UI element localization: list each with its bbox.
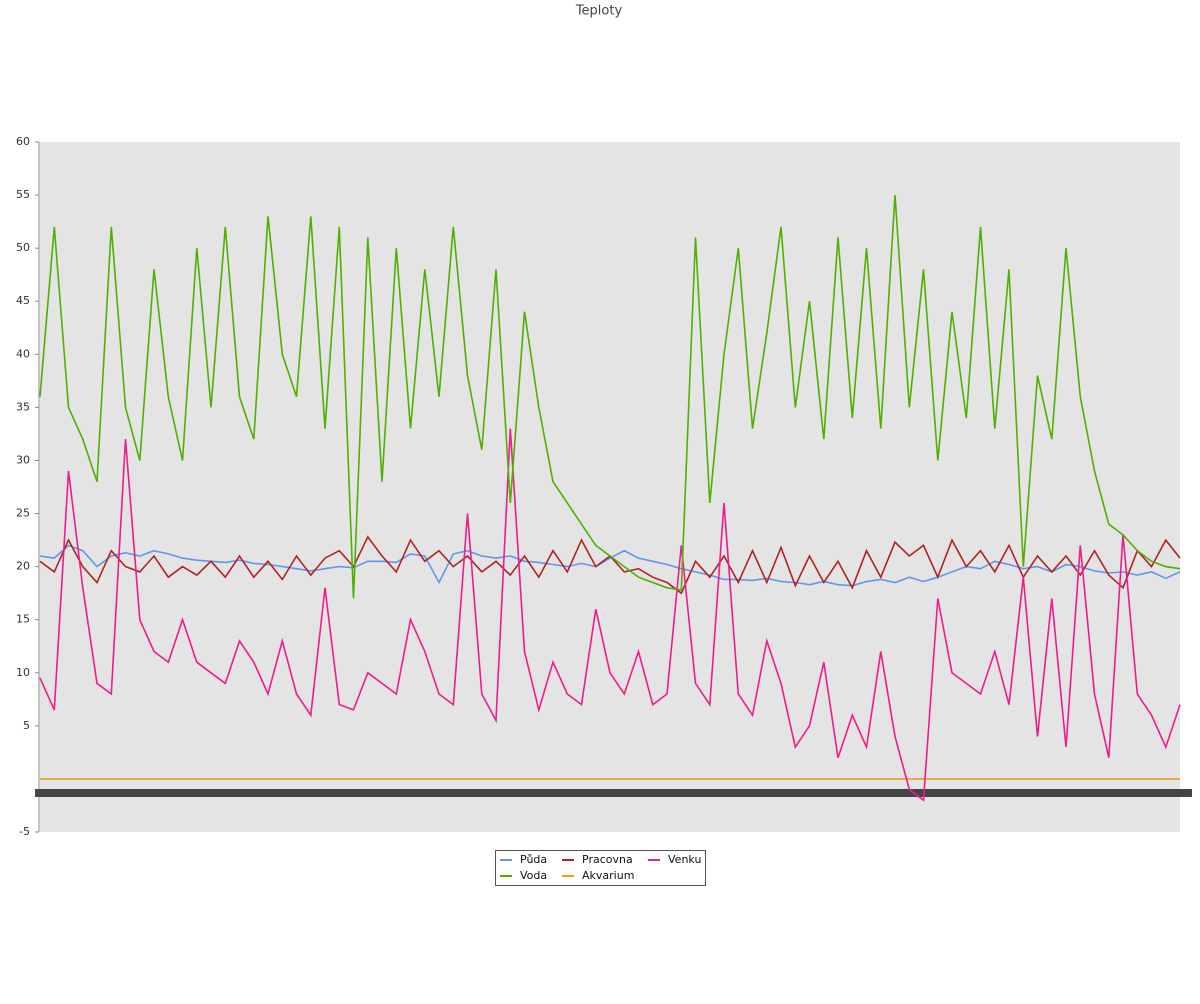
y-tick-label: 35 <box>16 400 30 413</box>
series-line <box>39 428 1181 802</box>
y-tick-label: 60 <box>16 135 30 148</box>
y-tick-label: 30 <box>16 453 30 466</box>
legend-label: Venku <box>668 853 701 866</box>
legend-label: Voda <box>520 869 547 882</box>
y-tick-label: 10 <box>16 666 30 679</box>
y-tick-label: 45 <box>16 294 30 307</box>
y-tick-label: 25 <box>16 507 30 520</box>
y-tick-label: 15 <box>16 613 30 626</box>
x-axis-labels-overlap <box>35 789 1192 797</box>
y-tick-label: 55 <box>16 188 30 201</box>
legend <box>495 850 706 886</box>
legend-label: Pracovna <box>582 853 633 866</box>
y-tick-label: 20 <box>16 560 30 573</box>
legend-label: Půda <box>520 853 547 866</box>
y-tick-label: 50 <box>16 241 30 254</box>
y-tick-label: 40 <box>16 347 30 360</box>
y-tick-label: 5 <box>23 719 30 732</box>
series-line <box>39 195 1181 599</box>
chart-title: Teploty <box>575 4 623 19</box>
legend-label: Akvarium <box>582 869 634 882</box>
y-tick-label: -5 <box>19 825 30 838</box>
plot-area <box>40 142 1180 832</box>
